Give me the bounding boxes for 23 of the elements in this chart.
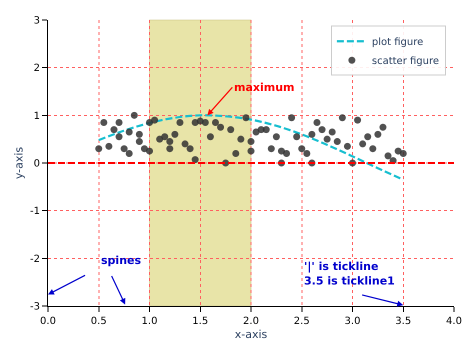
legend-label: scatter figure	[372, 56, 440, 68]
y-tick-label: 1	[34, 110, 40, 122]
x-tick-label: 0.0	[40, 316, 56, 327]
annotation: spines	[101, 254, 142, 267]
y-tick-label: -3	[30, 302, 40, 312]
annotation: '|' is tickline 3.5 is tickline1	[304, 260, 395, 288]
x-tick-label: 2.5	[294, 316, 310, 327]
y-tick-label: 3	[34, 16, 40, 26]
y-tick-label: -1	[30, 206, 40, 218]
x-axis-title: x-axis	[234, 328, 268, 342]
y-tick-label: 0	[34, 158, 40, 170]
y-tick-label: -2	[30, 254, 40, 265]
x-tick-label: 0.5	[90, 316, 107, 327]
x-tick-label: 4.0	[446, 316, 462, 327]
x-tick-label: 1.5	[192, 316, 208, 327]
y-axis-title: y-axis	[12, 146, 26, 180]
annotation: maximum	[234, 81, 295, 94]
x-tick-label: 3.0	[344, 316, 360, 327]
x-tick-label: 2.0	[243, 316, 259, 327]
y-tick-label: 2	[34, 63, 40, 74]
x-tick-label: 1.0	[142, 316, 158, 327]
x-tick-label: 3.5	[395, 316, 412, 327]
legend-label: plot figure	[372, 37, 424, 48]
